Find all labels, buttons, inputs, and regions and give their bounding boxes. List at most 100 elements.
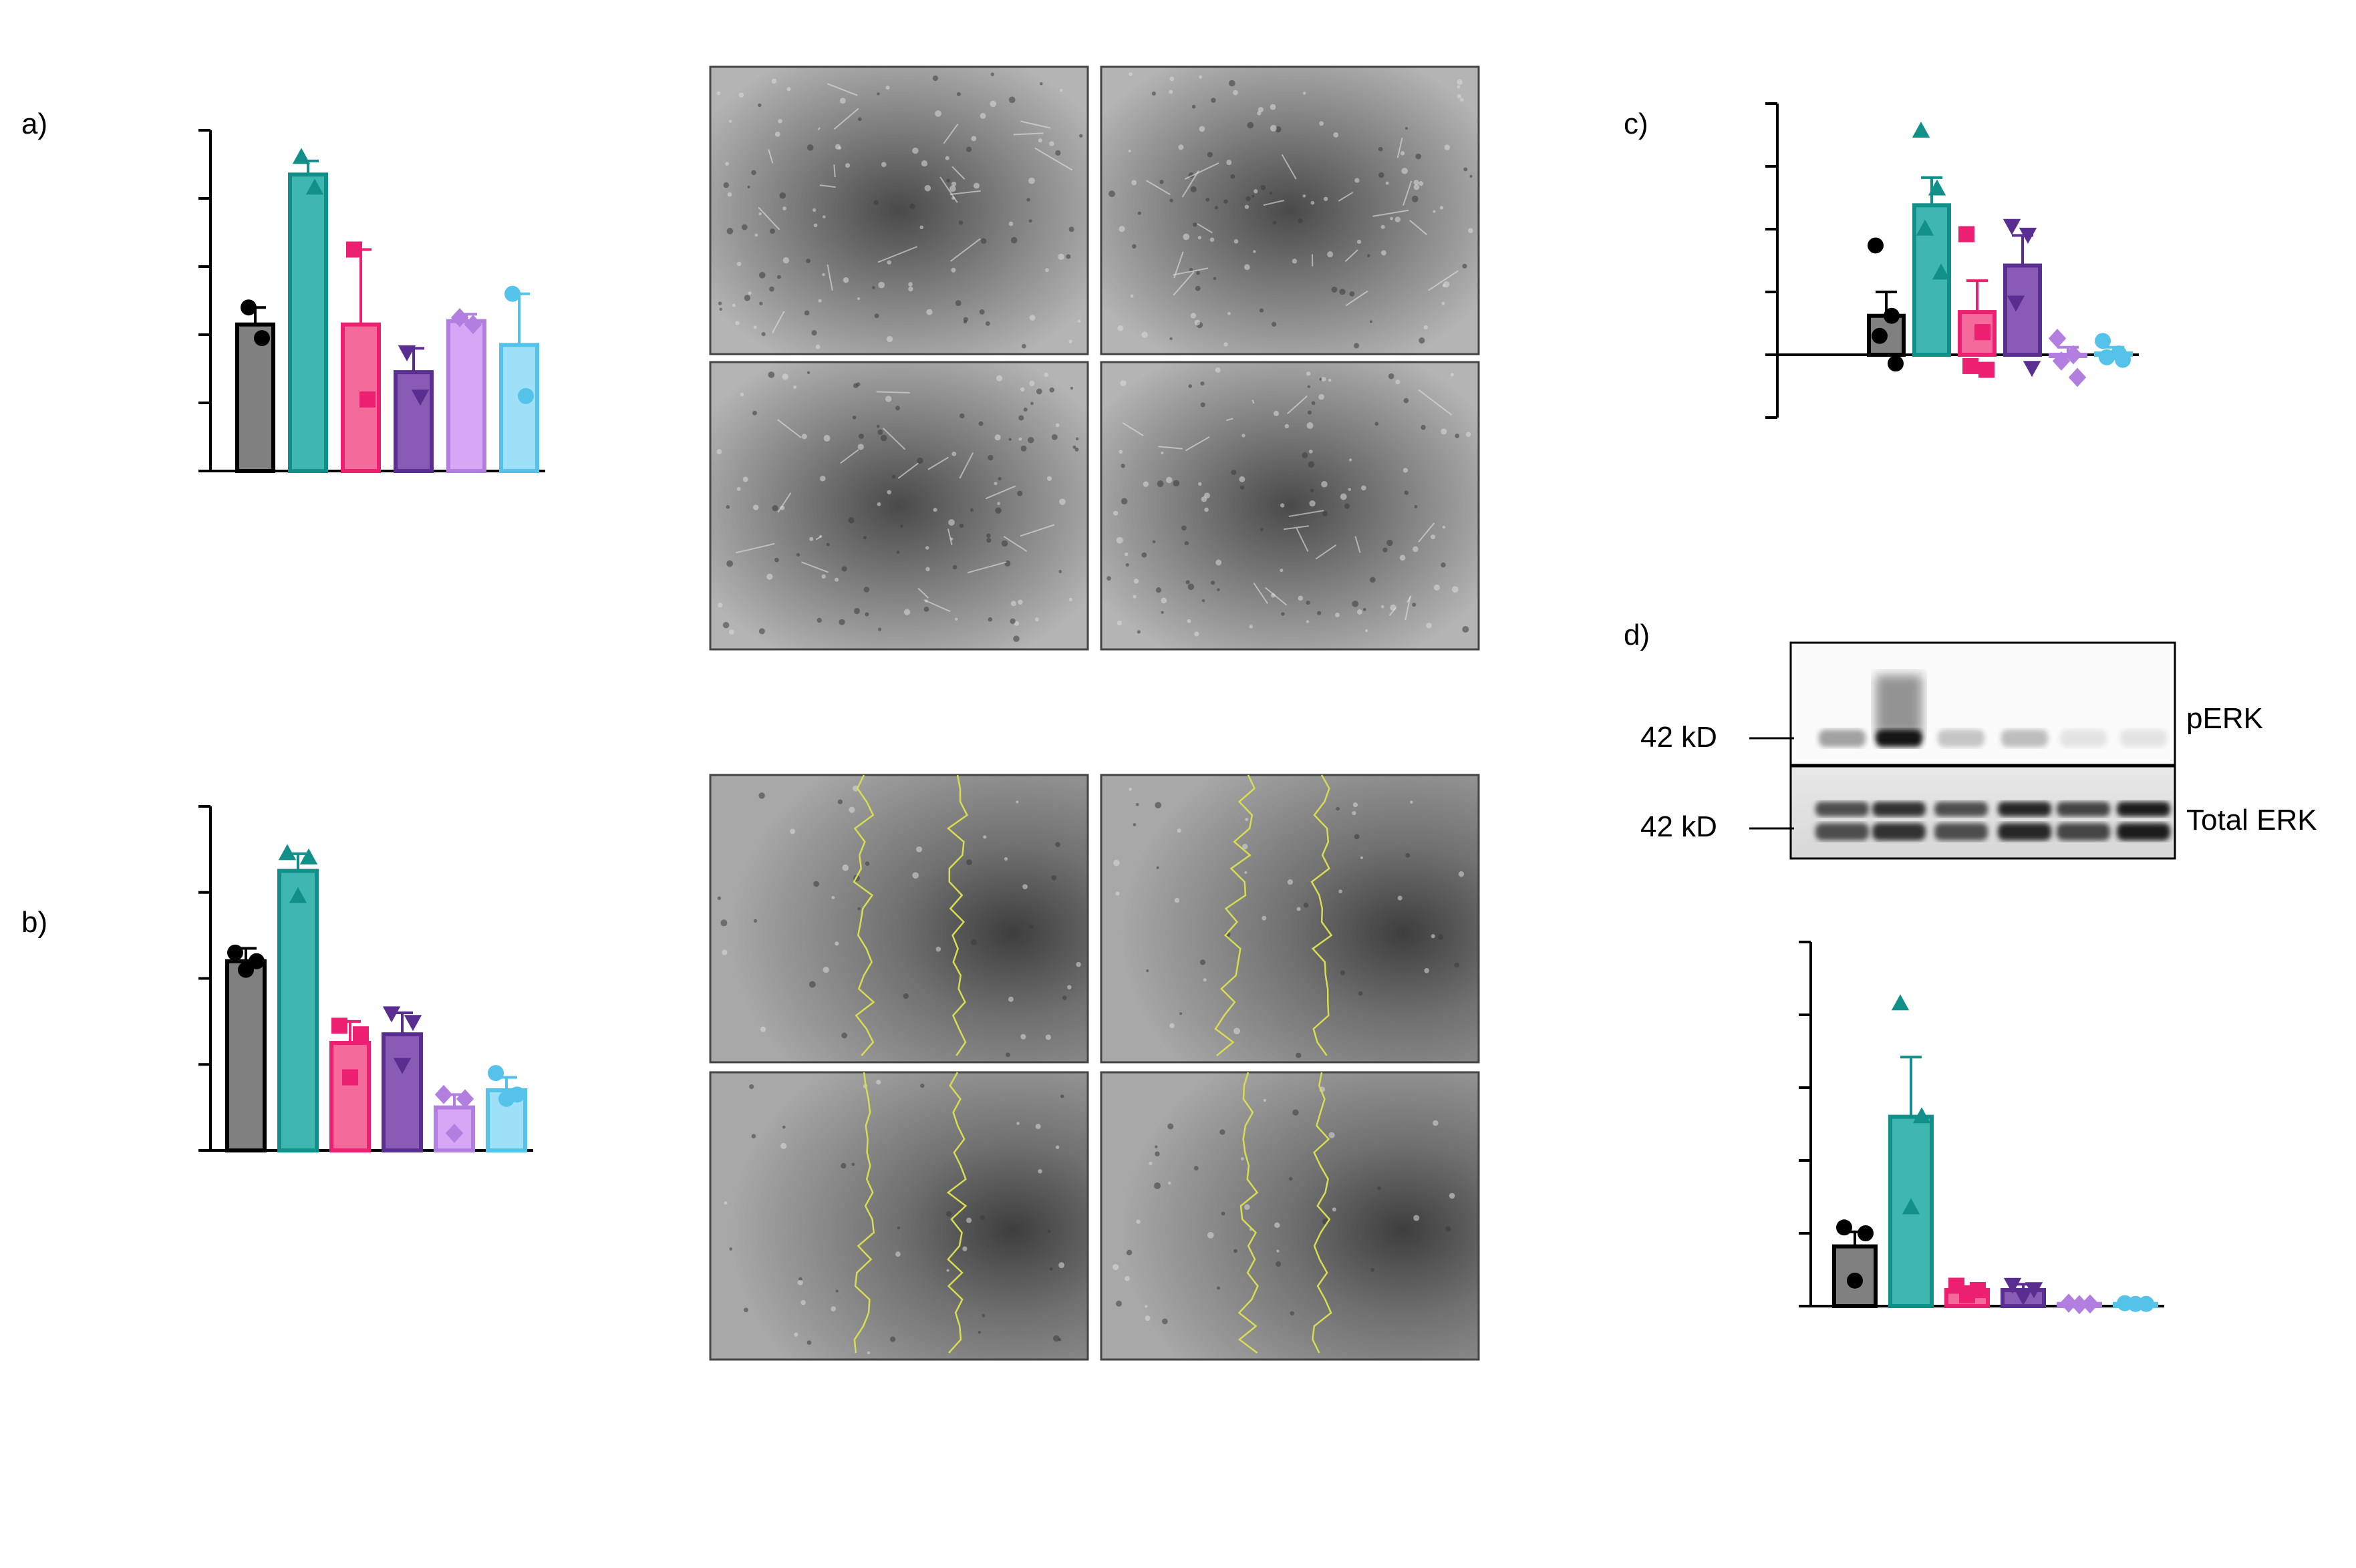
micrograph-cell [1211,98,1216,103]
micrograph-cell [797,1279,803,1285]
micrograph-cell [1199,959,1206,965]
micrograph-cell [1145,1315,1151,1321]
chart-c-point-su5402-fgf [2003,218,2021,235]
blot-total-lower-band-lane-5 [2057,823,2110,840]
micrograph-cell [887,260,892,265]
micrograph-cell [1386,539,1393,546]
chart-b-point-fgf [278,844,297,860]
micrograph-tube [1020,524,1055,537]
micrograph-cell [1298,595,1304,601]
micrograph-cell [1302,194,1306,198]
micrograph-cell [946,178,950,183]
micrograph-cell [1378,172,1384,178]
micrograph-cell [1155,587,1161,593]
micrograph-cell [1378,146,1383,152]
micrograph-cell [1413,546,1419,553]
micrograph-su5402-fgf [709,361,1089,651]
micrograph-cell [1380,224,1385,229]
micrograph-tube [1173,271,1195,296]
micrograph-cell [1008,438,1012,441]
micrograph-cell [876,1080,881,1085]
micrograph-cell [1462,263,1467,269]
micrograph-tube [1184,162,1219,180]
micrograph-image [709,361,1089,651]
micrograph-cell [1199,126,1205,132]
micrograph-control [709,774,1089,1064]
micrograph-cell [778,119,782,124]
micrograph-cell [1196,271,1200,275]
micrograph-cell [716,91,721,96]
micrograph-cell [1260,528,1264,531]
micrograph-cell [848,517,855,524]
chart-c-point-su5402 [1958,226,1974,243]
chart-d-point-control [1858,1225,1874,1241]
micrograph-image [709,65,1089,355]
micrograph-cell [867,1351,871,1355]
micrograph-cell [876,424,880,428]
chart-b-point-su5402-fgf [393,1058,412,1074]
micrograph-cell [740,392,744,397]
blot-size-marker-top: 42 kD [1640,721,1717,754]
micrograph-cell [1213,277,1217,281]
micrograph-cell [1308,461,1315,468]
micrograph-cell [835,1289,839,1293]
micrograph-cell [782,206,786,210]
micrograph-cell [1058,570,1062,573]
micrograph-cell [718,301,722,305]
micrograph-cell [946,1269,949,1272]
micrograph-cell [983,835,987,839]
micrograph-cell [1010,618,1016,624]
micrograph-cell [1274,1222,1280,1229]
micrograph-cell [722,621,730,629]
micrograph-cell [1394,216,1401,222]
micrograph-cell [1018,599,1023,605]
micrograph-cell [774,557,779,563]
micrograph-cell [1412,603,1417,607]
micrograph-cell [1026,198,1030,202]
micrograph-cell [1231,470,1237,476]
micrograph-cell [1133,823,1137,826]
micrograph-cell [1455,434,1460,438]
micrograph-cell [1075,437,1079,441]
chart-d-point-pd184352 [2081,1294,2099,1314]
micrograph-cell [935,947,941,952]
micrograph-tube [1284,525,1309,530]
micrograph-cell [1113,859,1120,867]
micrograph-cell [1227,311,1231,315]
micrograph-cell [863,536,867,540]
micrograph-cell [1403,468,1409,473]
micrograph-cell [1207,152,1213,158]
blot-total-upper-band-lane-3 [1934,802,1988,816]
micrograph-tube [1354,536,1361,553]
micrograph-cell [1177,828,1181,833]
micrograph-tube [1158,446,1183,450]
micrograph-cell [1388,373,1394,379]
micrograph-cell [1415,153,1422,160]
micrograph-cell [1421,424,1426,430]
micrograph-tube [1265,587,1288,606]
micrograph-cell [728,629,734,635]
micrograph-cell [1018,415,1024,421]
micrograph-cell [720,919,728,927]
micrograph-tube [1338,192,1354,202]
micrograph-cell [1022,884,1028,890]
micrograph-cell [1308,449,1313,454]
micrograph-cell [1450,373,1454,377]
micrograph-cell [1141,331,1148,338]
micrograph-cell [1029,315,1036,321]
micrograph-tube [943,123,959,144]
micrograph-cell [754,233,758,237]
micrograph-cell [1149,1161,1153,1166]
micrograph-cell [1029,380,1035,386]
micrograph-tube [897,462,919,479]
micrograph-cell [1194,631,1199,637]
micrograph-tube [827,264,833,291]
micrograph-cell [852,416,857,420]
micrograph-tube [827,83,858,96]
blot-total-lower-band-lane-3 [1934,823,1988,840]
micrograph-image [1100,65,1480,355]
micrograph-cell [1344,503,1350,509]
blot-perk-band-lane-3 [1938,730,1984,747]
micrograph-cell [962,1246,968,1251]
